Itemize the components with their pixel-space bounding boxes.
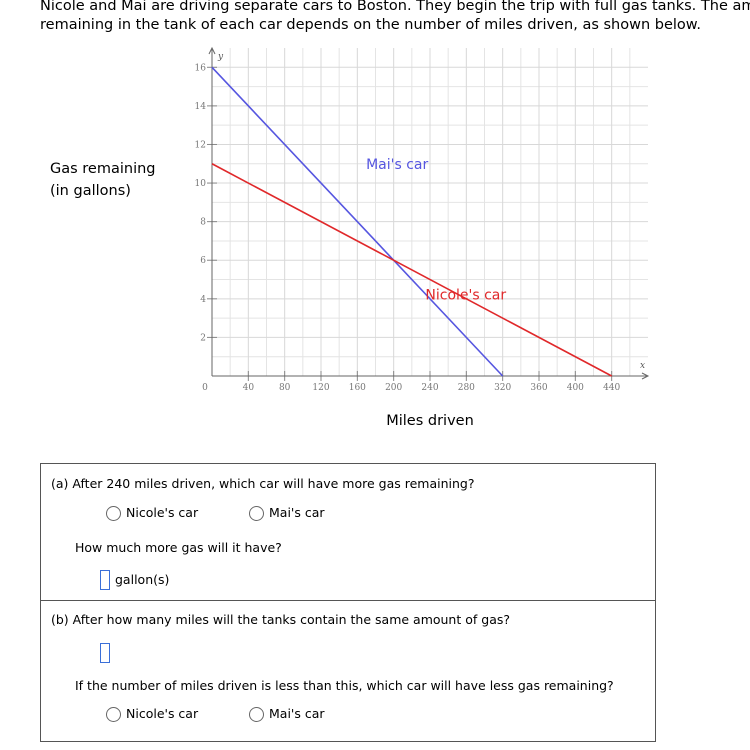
x-tick-label: 240 (421, 383, 438, 393)
question-box (40, 463, 656, 742)
x-tick-label: 120 (312, 383, 329, 393)
followup: If the number of miles driven is less th… (75, 678, 614, 693)
x-tick-label: 360 (530, 383, 547, 393)
radio[interactable] (106, 506, 121, 521)
y-tick-label: 16 (195, 63, 207, 73)
x-tick-label: 160 (349, 383, 366, 393)
option-label[interactable]: Mai's car (269, 505, 325, 520)
origin-label: 0 (202, 383, 208, 393)
x-tick-label: 280 (458, 383, 475, 393)
option-label[interactable]: Nicole's car (126, 505, 199, 520)
y-tick-label: 10 (195, 179, 207, 189)
y-tick-label: 12 (195, 140, 206, 150)
x-axis-label: Miles driven (386, 413, 474, 429)
series-label: Nicole's car (425, 288, 506, 304)
y-tick-label: 2 (200, 333, 206, 343)
x-tick-label: 40 (243, 383, 255, 393)
y-tick-label: 4 (200, 295, 206, 305)
question: (a) After 240 miles driven, which car wi… (51, 476, 475, 491)
series-label: Mai's car (366, 157, 428, 173)
intro-line: remaining in the tank of each car depend… (40, 17, 701, 33)
chart: 40 80 120 160 200 240 280 320 360 400 440246810121… (50, 46, 650, 429)
x-tick-label: 440 (603, 383, 620, 393)
arrow (641, 372, 650, 380)
radio[interactable] (249, 707, 264, 722)
x-tick-label: 320 (494, 383, 511, 393)
y-axis-label: (in gallons) (50, 183, 131, 199)
followup: How much more gas will it have? (75, 540, 282, 555)
unit: gallon(s) (115, 572, 170, 587)
x-tick-label: 400 (567, 383, 584, 393)
y-tick-label: 6 (200, 256, 206, 266)
x-tick-label: 200 (385, 383, 402, 393)
option-label[interactable]: Nicole's car (126, 706, 199, 721)
arrow (208, 46, 216, 55)
answer-input[interactable] (100, 643, 110, 663)
y-tick-label: 8 (200, 218, 206, 228)
answer-input[interactable] (100, 570, 110, 590)
intro-line: Nicole and Mai are driving separate cars… (40, 0, 750, 14)
axis-var: x (640, 361, 645, 371)
line (211, 163, 613, 377)
option-label[interactable]: Mai's car (269, 706, 325, 721)
x-tick-label: 80 (279, 383, 291, 393)
y-tick-label: 14 (195, 102, 207, 112)
radio[interactable] (249, 506, 264, 521)
divider (41, 600, 655, 601)
y-axis-label: Gas remaining (50, 161, 156, 177)
radio[interactable] (106, 707, 121, 722)
question: (b) After how many miles will the tanks … (51, 612, 510, 627)
line (211, 66, 504, 377)
axis-var: y (217, 52, 224, 62)
